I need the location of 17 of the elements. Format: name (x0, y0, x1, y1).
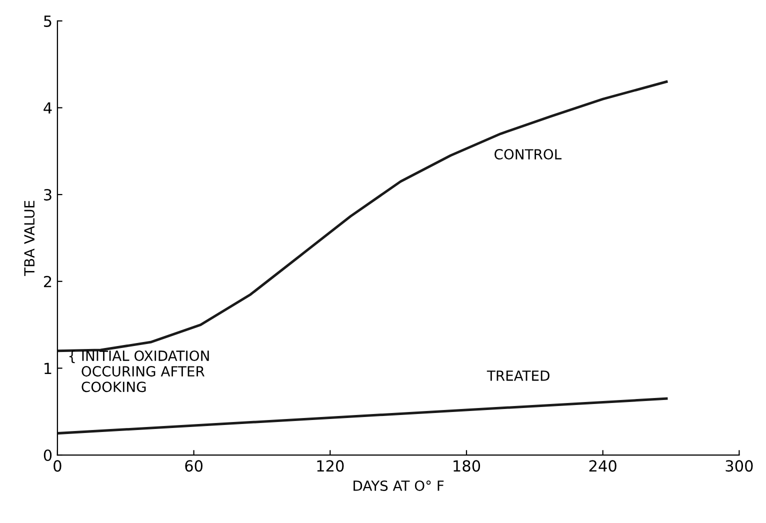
y-tick-label: 0 (44, 449, 52, 462)
y-tick-label: 3 (44, 189, 52, 201)
x-axis-title: DAYS AT O° F (354, 480, 444, 491)
y-tick-label: 5 (44, 16, 52, 27)
x-tick-label: 60 (185, 460, 203, 472)
y-tick-label: 1 (44, 362, 52, 374)
annotation: CONTROL (494, 149, 562, 160)
annotation: { INITIAL OXIDATION OCCURING AFTER COOKING (69, 350, 209, 392)
annotation: TREATED (486, 370, 550, 381)
x-tick-label: 120 (317, 460, 344, 472)
x-tick-label: 300 (726, 460, 753, 472)
x-tick-label: 180 (454, 460, 480, 472)
y-tick-label: 4 (44, 102, 52, 114)
y-tick-label: 2 (44, 276, 52, 288)
x-tick-label: 240 (589, 460, 616, 472)
y-axis-title: TBA VALUE (24, 200, 35, 276)
x-tick-label: 0 (54, 460, 62, 472)
